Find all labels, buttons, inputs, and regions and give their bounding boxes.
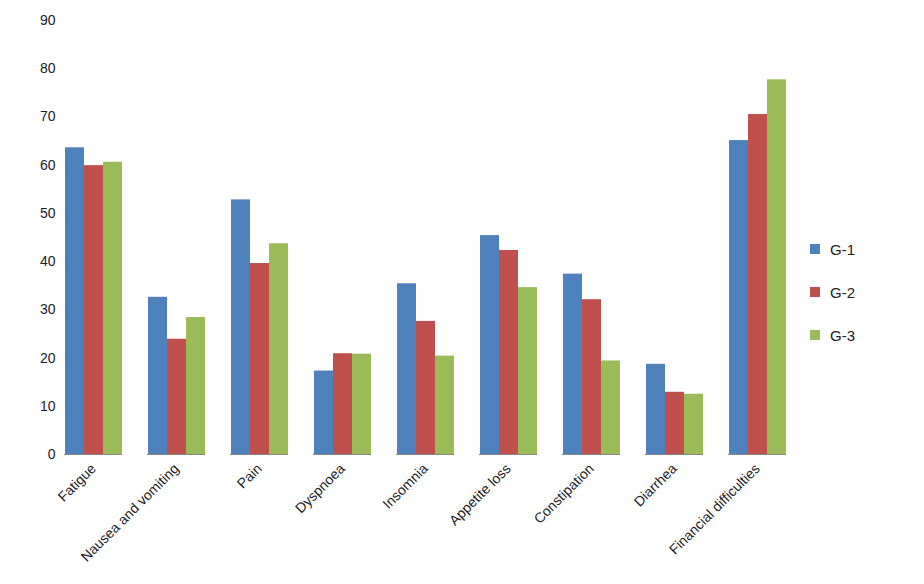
svg-text:Diarrhea: Diarrhea: [631, 460, 680, 509]
svg-text:10: 10: [40, 398, 56, 414]
html-text:G-2: G-2: [830, 283, 855, 301]
svg-text:Financial difficulties: Financial difficulties: [666, 460, 763, 557]
svg-text:Insomnia: Insomnia: [379, 460, 431, 512]
svg-text:Pain: Pain: [234, 460, 265, 491]
svg-text:Fatigue: Fatigue: [54, 460, 98, 504]
svg-text:Constipation: Constipation: [530, 460, 596, 526]
svg-text:Appetite loss: Appetite loss: [446, 460, 514, 528]
svg-text:20: 20: [40, 350, 56, 366]
svg-text:50: 50: [40, 205, 56, 221]
svg-text:70: 70: [40, 108, 56, 124]
html-text:G-1: G-1: [830, 240, 855, 258]
svg-text:90: 90: [40, 12, 56, 28]
svg-text:Nausea and vomiting: Nausea and vomiting: [77, 460, 181, 564]
svg-text:80: 80: [40, 60, 56, 76]
svg-text:60: 60: [40, 157, 56, 173]
svg-text:0: 0: [48, 446, 56, 462]
html-text:G-3: G-3: [830, 326, 855, 344]
svg-text:Dyspnoea: Dyspnoea: [292, 460, 348, 516]
svg-text:40: 40: [40, 253, 56, 269]
svg-text:30: 30: [40, 301, 56, 317]
